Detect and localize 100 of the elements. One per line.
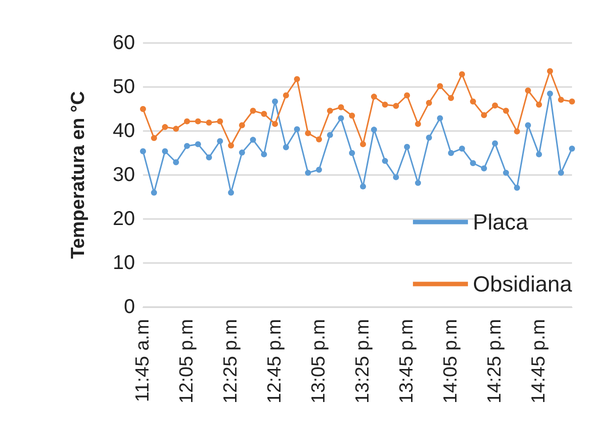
point [283, 92, 289, 98]
point [228, 190, 234, 196]
point [371, 94, 377, 100]
point [217, 118, 223, 124]
point [470, 98, 476, 105]
x-tick-label: 14:05 p.m [440, 319, 462, 404]
point [382, 158, 388, 164]
y-tick-label: 10 [112, 252, 135, 274]
point [272, 98, 278, 105]
point [558, 96, 564, 103]
y-tick-label: 30 [112, 164, 135, 186]
x-tick-label: 12:05 p.m [176, 319, 198, 404]
point [184, 118, 190, 124]
point [327, 132, 333, 138]
point [415, 180, 421, 186]
point [217, 138, 223, 144]
point [206, 154, 212, 160]
y-tick-label: 60 [112, 32, 135, 54]
point [173, 159, 179, 166]
point [140, 148, 146, 154]
point [415, 120, 421, 127]
point [448, 95, 454, 101]
point [448, 150, 454, 156]
point [250, 108, 256, 114]
point [547, 90, 553, 97]
point [426, 100, 432, 106]
point [261, 151, 267, 158]
point [239, 122, 245, 128]
point [547, 68, 553, 74]
point [184, 142, 190, 149]
x-tick-label: 14:45 p.m [528, 319, 550, 404]
point [437, 83, 443, 90]
y-tick-label: 0 [124, 296, 135, 318]
point [338, 115, 344, 122]
point [173, 126, 179, 132]
point [459, 71, 465, 78]
point [382, 102, 388, 108]
point [228, 142, 234, 149]
point [195, 141, 201, 148]
point [294, 76, 300, 82]
point [305, 130, 311, 136]
point [151, 190, 157, 196]
point [349, 112, 355, 119]
point [569, 146, 575, 152]
point [393, 174, 399, 180]
point [327, 108, 333, 114]
point [492, 140, 498, 146]
point [404, 92, 410, 98]
point [404, 144, 410, 150]
x-tick-label: 13:05 p.m [308, 319, 330, 404]
point [195, 118, 201, 124]
point [393, 102, 399, 109]
y-tick-label: 50 [112, 76, 135, 98]
x-tick-label: 11:45 a.m [132, 319, 154, 402]
x-tick-label: 13:25 p.m [352, 319, 374, 404]
point [492, 102, 498, 108]
point [371, 126, 377, 133]
y-tick-label: 40 [112, 120, 135, 142]
y-tick-label: 20 [112, 208, 135, 230]
point [481, 165, 487, 172]
x-tick-label: 12:45 p.m [264, 319, 286, 404]
point [426, 134, 432, 141]
point [470, 160, 476, 166]
point [360, 141, 366, 148]
y-axis-title: Temperatura en °C [68, 90, 89, 259]
point [162, 148, 168, 154]
point [536, 102, 542, 108]
legend-label: Placa [472, 210, 529, 234]
point [459, 146, 465, 152]
point [294, 126, 300, 132]
point [349, 150, 355, 156]
point [305, 170, 311, 176]
point [272, 120, 278, 127]
point [206, 120, 212, 126]
point [503, 170, 509, 176]
point [239, 150, 245, 156]
point [316, 136, 322, 142]
point [514, 184, 520, 191]
point [514, 128, 520, 134]
point [283, 144, 289, 150]
point [569, 98, 575, 105]
point [316, 166, 322, 173]
point [250, 136, 256, 143]
point [162, 124, 168, 130]
point [261, 110, 267, 117]
point [360, 183, 366, 190]
point [151, 135, 157, 142]
legend-label: Obsidiana [472, 272, 573, 296]
point [140, 106, 146, 112]
x-tick-label: 14:25 p.m [484, 319, 506, 404]
point [536, 151, 542, 158]
point [503, 108, 509, 114]
point [525, 122, 531, 128]
x-tick-label: 13:45 p.m [396, 319, 418, 404]
point [525, 88, 531, 94]
point [558, 170, 564, 176]
point [338, 104, 344, 110]
point [437, 115, 443, 122]
x-tick-label: 12:25 p.m [220, 319, 242, 404]
point [481, 112, 487, 118]
